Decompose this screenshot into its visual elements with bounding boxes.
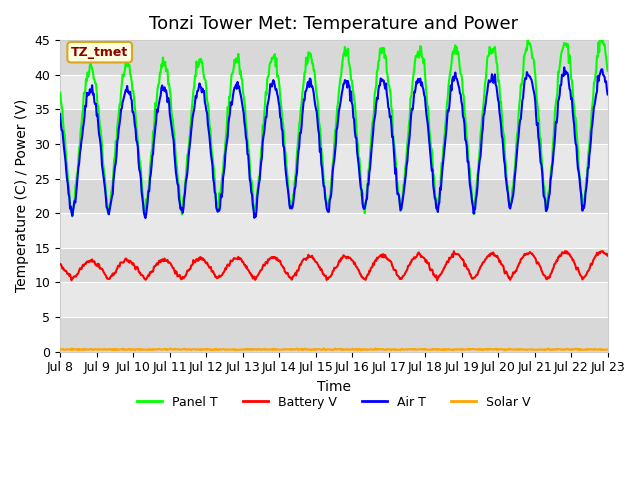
- Solar V: [56, 347, 64, 353]
- Panel T: [124, 63, 131, 69]
- Battery V: [56, 261, 64, 267]
- Solar V: [208, 347, 216, 352]
- Bar: [60, 179, 607, 213]
- Air T: [179, 210, 187, 216]
- Battery V: [604, 253, 611, 259]
- Line: Panel T: Panel T: [60, 36, 607, 216]
- Panel T: [604, 68, 611, 73]
- Line: Air T: Air T: [60, 67, 607, 218]
- Bar: [60, 282, 607, 317]
- Legend: Panel T, Battery V, Air T, Solar V: Panel T, Battery V, Air T, Solar V: [132, 391, 535, 414]
- Air T: [56, 111, 64, 117]
- Solar V: [358, 348, 365, 353]
- Battery V: [561, 248, 569, 254]
- Battery V: [417, 252, 424, 257]
- Bar: [60, 109, 607, 144]
- Solar V: [418, 346, 426, 352]
- Panel T: [208, 148, 216, 154]
- Solar V: [604, 347, 611, 352]
- Bar: [60, 75, 607, 109]
- Solar V: [167, 346, 175, 351]
- Battery V: [66, 272, 74, 277]
- Air T: [604, 92, 611, 97]
- Solar V: [122, 347, 130, 353]
- Bar: [60, 144, 607, 179]
- Line: Battery V: Battery V: [60, 251, 607, 280]
- Title: Tonzi Tower Met: Temperature and Power: Tonzi Tower Met: Temperature and Power: [149, 15, 518, 33]
- X-axis label: Time: Time: [317, 380, 351, 394]
- Air T: [561, 64, 568, 70]
- Panel T: [401, 166, 409, 172]
- Solar V: [402, 347, 410, 352]
- Y-axis label: Temperature (C) / Power (V): Temperature (C) / Power (V): [15, 99, 29, 292]
- Panel T: [524, 34, 531, 39]
- Panel T: [66, 202, 74, 208]
- Air T: [401, 178, 409, 183]
- Bar: [60, 40, 607, 75]
- Solar V: [66, 347, 74, 352]
- Battery V: [207, 264, 215, 270]
- Air T: [141, 215, 149, 221]
- Air T: [208, 157, 216, 163]
- Text: TZ_tmet: TZ_tmet: [71, 46, 129, 59]
- Air T: [66, 206, 74, 212]
- Line: Solar V: Solar V: [60, 348, 607, 350]
- Air T: [417, 83, 425, 88]
- Battery V: [433, 277, 441, 283]
- Panel T: [68, 214, 76, 219]
- Bar: [60, 317, 607, 351]
- Bar: [60, 248, 607, 282]
- Battery V: [178, 276, 186, 282]
- Bar: [60, 213, 607, 248]
- Battery V: [401, 272, 408, 278]
- Panel T: [417, 44, 425, 50]
- Air T: [122, 88, 130, 94]
- Battery V: [122, 256, 130, 262]
- Panel T: [56, 90, 64, 96]
- Panel T: [179, 202, 187, 207]
- Solar V: [179, 346, 187, 352]
